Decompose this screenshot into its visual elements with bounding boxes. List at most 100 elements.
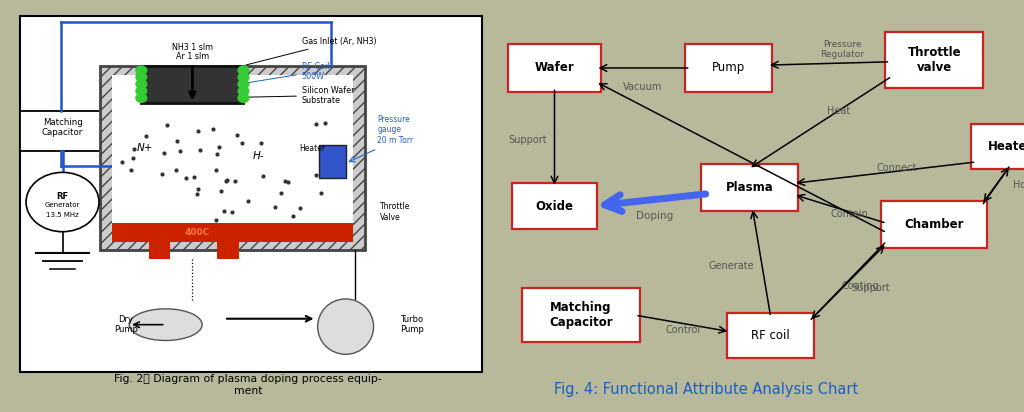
Text: Fig. 2： Diagram of plasma doping process equip-
ment: Fig. 2： Diagram of plasma doping process… — [115, 375, 382, 396]
Point — [186, 173, 203, 180]
FancyBboxPatch shape — [19, 16, 481, 372]
Point — [226, 178, 243, 184]
Ellipse shape — [317, 299, 374, 354]
Circle shape — [239, 73, 249, 82]
Point — [316, 119, 333, 126]
Point — [223, 208, 240, 215]
Circle shape — [136, 73, 146, 82]
Point — [285, 213, 301, 219]
Point — [125, 155, 141, 162]
Circle shape — [239, 87, 249, 96]
Point — [218, 178, 234, 185]
FancyBboxPatch shape — [141, 66, 244, 103]
Point — [169, 138, 185, 144]
FancyBboxPatch shape — [700, 164, 799, 211]
Ellipse shape — [129, 309, 202, 340]
FancyBboxPatch shape — [113, 75, 353, 241]
Point — [253, 139, 269, 146]
FancyBboxPatch shape — [882, 201, 987, 248]
Text: Control: Control — [665, 325, 700, 335]
Text: RF coil: RF coil — [752, 329, 791, 342]
Point — [159, 122, 175, 128]
Point — [308, 172, 325, 179]
FancyBboxPatch shape — [521, 288, 640, 342]
Text: Throttle
Valve: Throttle Valve — [380, 202, 410, 222]
Text: Heat: Heat — [826, 106, 850, 116]
Point — [123, 166, 139, 173]
Text: RF Coil
500W: RF Coil 500W — [246, 62, 330, 83]
Text: N+: N+ — [136, 143, 153, 152]
FancyBboxPatch shape — [148, 241, 170, 260]
Point — [234, 140, 251, 146]
Point — [205, 126, 221, 132]
Point — [126, 146, 142, 152]
Text: Pressure
gauge
20 m Torr: Pressure gauge 20 m Torr — [377, 115, 414, 145]
FancyBboxPatch shape — [19, 111, 104, 151]
FancyBboxPatch shape — [217, 241, 239, 260]
Text: Doping: Doping — [636, 211, 674, 221]
Point — [211, 143, 227, 150]
Text: H-: H- — [253, 150, 264, 161]
Text: RF: RF — [56, 192, 69, 201]
Text: 400C: 400C — [184, 228, 210, 237]
Circle shape — [136, 80, 146, 89]
Point — [280, 178, 296, 185]
Text: Support: Support — [508, 135, 547, 145]
FancyBboxPatch shape — [318, 145, 346, 178]
Text: Wafer: Wafer — [535, 61, 574, 75]
Text: Pump: Pump — [712, 61, 745, 75]
Text: Heater: Heater — [988, 140, 1024, 153]
Point — [208, 217, 224, 223]
Point — [241, 197, 257, 204]
Text: Oxide: Oxide — [536, 199, 573, 213]
Point — [323, 143, 339, 150]
Text: Turbo
Pump: Turbo Pump — [400, 315, 424, 335]
Point — [308, 120, 325, 127]
FancyBboxPatch shape — [971, 124, 1024, 169]
Point — [218, 177, 234, 183]
Point — [257, 222, 273, 229]
Point — [156, 150, 172, 156]
Circle shape — [136, 94, 146, 102]
FancyBboxPatch shape — [886, 32, 983, 88]
Text: Contain: Contain — [830, 209, 868, 219]
Point — [209, 150, 225, 157]
Point — [168, 166, 184, 173]
Point — [267, 203, 284, 210]
Text: Throttle
valve: Throttle valve — [907, 46, 961, 74]
Circle shape — [26, 172, 99, 232]
Point — [190, 186, 207, 192]
Point — [177, 175, 194, 181]
Circle shape — [136, 87, 146, 96]
FancyBboxPatch shape — [113, 222, 353, 241]
Text: Matching
Capacitor: Matching Capacitor — [549, 301, 612, 329]
FancyBboxPatch shape — [508, 44, 601, 92]
Point — [138, 133, 155, 139]
Point — [188, 190, 205, 197]
Text: Chamber: Chamber — [904, 218, 964, 231]
Text: Gas Inlet (Ar, NH3): Gas Inlet (Ar, NH3) — [246, 37, 377, 65]
Text: Dry
Pump: Dry Pump — [114, 315, 137, 335]
Point — [255, 173, 271, 180]
Circle shape — [136, 66, 146, 75]
Point — [115, 159, 131, 166]
FancyBboxPatch shape — [512, 183, 597, 229]
Point — [292, 205, 308, 211]
Point — [312, 190, 329, 196]
Text: Vacuum: Vacuum — [623, 82, 663, 91]
Point — [208, 167, 224, 173]
Point — [172, 148, 188, 155]
Text: Generator: Generator — [45, 202, 80, 208]
Text: Pressure
Regulator: Pressure Regulator — [820, 40, 864, 59]
Text: NH3 1 slm: NH3 1 slm — [172, 43, 213, 52]
Text: Fig. 4: Functional Attribute Analysis Chart: Fig. 4: Functional Attribute Analysis Ch… — [555, 382, 859, 397]
Point — [189, 128, 206, 134]
Point — [228, 132, 245, 138]
Text: Plasma: Plasma — [726, 181, 773, 194]
Circle shape — [239, 66, 249, 75]
Text: Coating: Coating — [842, 281, 880, 291]
Text: Ar 1 slm: Ar 1 slm — [176, 52, 209, 61]
Text: Generate: Generate — [709, 261, 754, 271]
Circle shape — [239, 94, 249, 102]
Point — [278, 178, 294, 185]
